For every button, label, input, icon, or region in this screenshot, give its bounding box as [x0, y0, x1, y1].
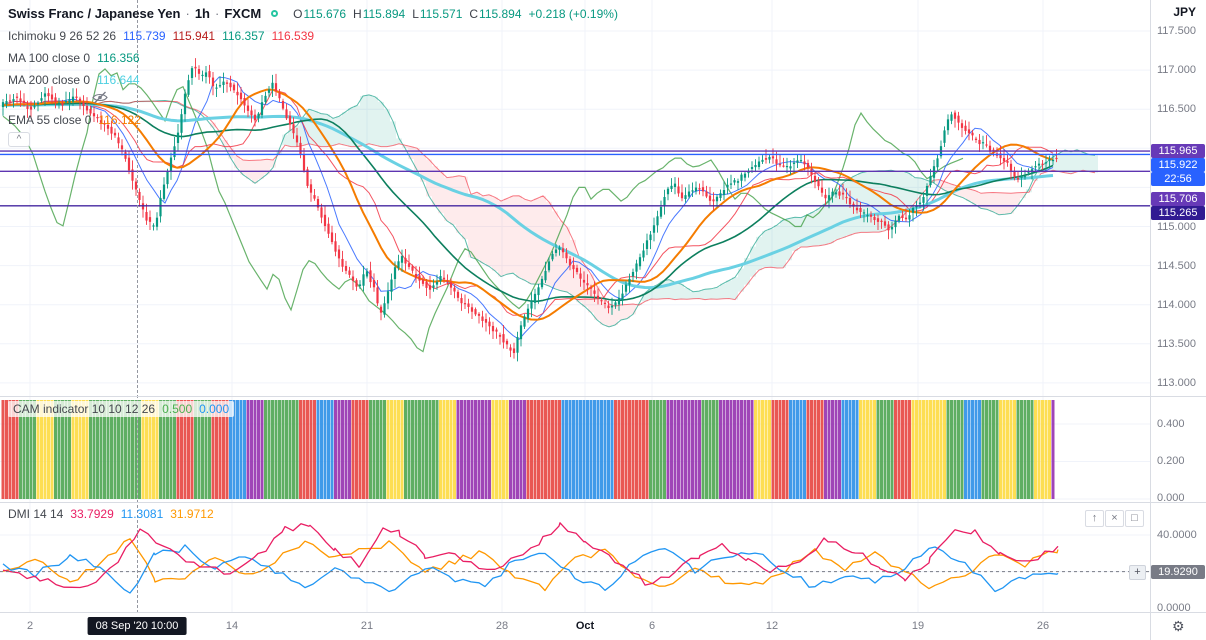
time-tick: 21 [360, 620, 374, 632]
price-tick: 114.000 [1157, 299, 1196, 311]
title-separator: · [185, 6, 190, 21]
cam-indicator-pane[interactable] [0, 397, 1150, 503]
time-axis-separator [0, 612, 1206, 613]
ohlc-high: H115.894 [353, 6, 406, 21]
crosshair-vertical-line [137, 0, 138, 613]
market-status-icon [271, 10, 279, 17]
dmi-current-value-label: 19.9290 [1151, 565, 1205, 579]
indicator-legend-ema55[interactable]: EMA 55 close 0 116.122 [8, 113, 141, 127]
indicator-legend-ichimoku[interactable]: Ichimoku 9 26 52 26 115.739 115.941 116.… [8, 29, 315, 43]
add-alert-plus-button[interactable]: + [1129, 565, 1146, 580]
bar-countdown-label: 22:56 [1151, 172, 1205, 186]
time-tick: 6 [648, 620, 656, 632]
interval-label[interactable]: 1h [194, 6, 210, 21]
price-tick: 115.000 [1157, 221, 1196, 233]
time-tick: 2 [26, 620, 34, 632]
time-tick: 28 [495, 620, 509, 632]
time-tick: 26 [1036, 620, 1050, 632]
pane-separator[interactable] [0, 502, 1206, 503]
price-axis-separator [1150, 0, 1151, 640]
pane-close-button[interactable]: × [1105, 510, 1124, 527]
time-tick: 12 [765, 620, 779, 632]
price-tick: 117.000 [1157, 64, 1196, 76]
last-price-label: 115.922 [1151, 158, 1205, 172]
time-tick: 19 [911, 620, 925, 632]
indicator-legend-dmi[interactable]: DMI 14 14 33.7929 11.3081 31.9712 [8, 507, 214, 521]
ohlc-low: L115.571 [412, 6, 463, 21]
title-separator: · [214, 6, 220, 21]
indicator-legend-cam[interactable]: CAM indicator 10 10 12 26 0.500 0.000 [8, 401, 235, 417]
dmi-indicator-pane[interactable] [0, 503, 1150, 613]
ohlc-close: C115.894 [469, 6, 522, 21]
symbol-legend[interactable]: Swiss Franc / Japanese Yen · 1h · FXCM O… [8, 6, 618, 21]
dmi-tick: 40.0000 [1157, 529, 1197, 541]
axis-settings-gear-icon[interactable]: ⚙ [1172, 618, 1185, 634]
pane-maximize-button[interactable]: □ [1125, 510, 1144, 527]
pane-separator[interactable] [0, 396, 1206, 397]
dmi-tick: 0.0000 [1157, 602, 1191, 614]
price-line-label: 115.965 [1151, 144, 1205, 158]
axis-currency-label: JPY [1173, 5, 1196, 19]
time-tick-month: Oct [575, 620, 595, 632]
price-tick: 113.000 [1157, 377, 1196, 389]
indicator-legend-ma100[interactable]: MA 100 close 0 116.356 [8, 51, 140, 65]
indicator-legend-ma200[interactable]: MA 200 close 0 116.644 [8, 73, 140, 87]
price-line-label: 115.265 [1151, 206, 1205, 220]
price-change: +0.218 (+0.19%) [528, 6, 618, 21]
price-tick: 114.500 [1157, 260, 1196, 272]
ohlc-open: O115.676 [293, 6, 347, 21]
main-chart-canvas[interactable] [0, 0, 1150, 397]
symbol-title[interactable]: Swiss Franc / Japanese Yen [8, 6, 181, 21]
crosshair-time-tooltip: 08 Sep '20 10:00 [87, 617, 187, 635]
price-line-label: 115.706 [1151, 192, 1205, 206]
pane-move-up-button[interactable]: ↑ [1085, 510, 1104, 527]
price-tick: 116.500 [1157, 103, 1196, 115]
exchange-label: FXCM [224, 6, 262, 21]
cam-tick: 0.000 [1157, 492, 1185, 504]
price-tick: 117.500 [1157, 25, 1196, 37]
price-tick: 113.500 [1157, 338, 1196, 350]
collapse-legend-button[interactable]: ^ [8, 132, 30, 147]
time-tick: 14 [225, 620, 239, 632]
hidden-indicator-eye-icon[interactable] [92, 91, 108, 109]
cam-tick: 0.400 [1157, 418, 1185, 430]
cam-tick: 0.200 [1157, 455, 1185, 467]
